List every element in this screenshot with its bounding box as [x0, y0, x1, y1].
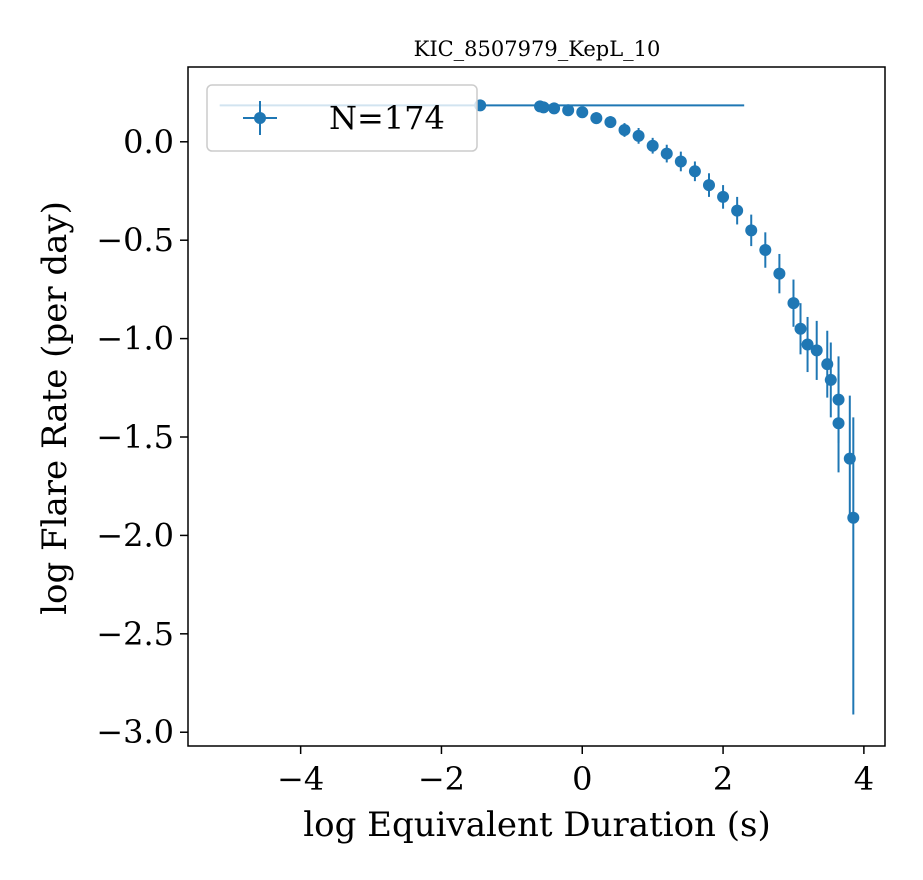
chart-title: KIC_8507979_KepL_10 — [414, 37, 661, 61]
data-point — [548, 102, 561, 115]
y-tick-label: −2.5 — [96, 615, 174, 653]
data-point — [576, 106, 589, 119]
data-point — [632, 129, 645, 142]
data-point — [821, 358, 834, 371]
data-point — [674, 155, 687, 168]
data-point — [562, 104, 575, 117]
data-point — [731, 204, 744, 217]
data-point — [832, 417, 845, 430]
y-axis-label: log Flare Rate (per day) — [35, 201, 75, 615]
data-point — [810, 344, 823, 357]
x-tick-label: 4 — [854, 760, 874, 798]
legend-box — [206, 84, 478, 152]
y-tick-label: 0.0 — [123, 123, 174, 161]
x-tick-label: −4 — [277, 760, 324, 798]
data-point — [537, 101, 550, 114]
data-point — [801, 338, 814, 351]
x-tick-label: 0 — [572, 760, 592, 798]
plot-frame — [187, 66, 886, 747]
data-point — [702, 179, 715, 192]
y-tick-label: −1.5 — [96, 418, 174, 456]
data-point — [717, 190, 730, 203]
data-point — [660, 147, 673, 160]
data-point — [832, 393, 845, 406]
x-tick-label: 2 — [713, 760, 733, 798]
legend-marker — [254, 112, 266, 124]
data-point — [590, 112, 603, 125]
y-tick-label: −1.0 — [96, 320, 174, 358]
x-axis-label: log Equivalent Duration (s) — [303, 805, 770, 845]
data-point — [794, 322, 807, 335]
x-tick-label: −2 — [418, 760, 465, 798]
data-point — [847, 511, 860, 524]
legend-label: N=174 — [329, 99, 445, 137]
data-point — [824, 373, 837, 386]
data-point — [773, 267, 786, 280]
data-point — [759, 244, 772, 257]
data-point — [618, 123, 631, 136]
data-point — [604, 116, 617, 129]
data-point — [745, 224, 758, 237]
data-point — [787, 297, 800, 310]
data-point — [843, 452, 856, 465]
y-tick-label: −3.0 — [96, 713, 174, 751]
y-tick-label: −2.0 — [96, 516, 174, 554]
data-point — [688, 165, 701, 178]
data-point — [646, 139, 659, 152]
y-tick-label: −0.5 — [96, 221, 174, 259]
data-layer — [219, 99, 860, 715]
